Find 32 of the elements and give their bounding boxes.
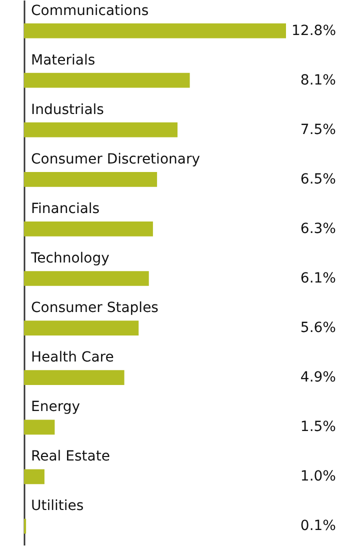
y-tick-label: Energy xyxy=(31,399,80,416)
y-tick-label: Technology xyxy=(30,250,110,266)
data-label: 7.5% xyxy=(300,122,336,138)
bar xyxy=(24,122,178,138)
bar xyxy=(24,72,190,88)
y-tick-label: Health Care xyxy=(31,350,114,366)
data-label: 4.9% xyxy=(300,370,336,386)
y-tick-label: Financials xyxy=(31,200,100,217)
y-tick-label: Utilities xyxy=(31,498,84,514)
data-label: 6.5% xyxy=(300,171,336,188)
data-label: 1.0% xyxy=(300,468,336,485)
y-tick-label: Consumer Staples xyxy=(31,300,158,316)
bar xyxy=(24,271,149,286)
y-tick-label: Materials xyxy=(31,52,96,68)
data-label: 8.1% xyxy=(300,72,336,88)
y-tick-label: Industrials xyxy=(31,102,104,118)
y-tick-label: Real Estate xyxy=(31,448,110,465)
data-label: 0.1% xyxy=(300,518,336,534)
bar xyxy=(24,23,286,38)
data-label: 6.3% xyxy=(300,220,336,237)
y-tick-label: Communications xyxy=(31,2,149,19)
data-label: 12.8% xyxy=(292,22,336,39)
data-label: 6.1% xyxy=(300,270,336,286)
bar xyxy=(24,222,153,236)
bar xyxy=(24,420,55,435)
data-label: 5.6% xyxy=(300,320,336,336)
bar xyxy=(24,469,44,484)
data-label: 1.5% xyxy=(300,419,336,436)
bar xyxy=(24,320,139,336)
bar xyxy=(24,370,124,386)
y-tick-label: Consumer Discretionary xyxy=(31,151,200,168)
bar xyxy=(24,172,158,187)
